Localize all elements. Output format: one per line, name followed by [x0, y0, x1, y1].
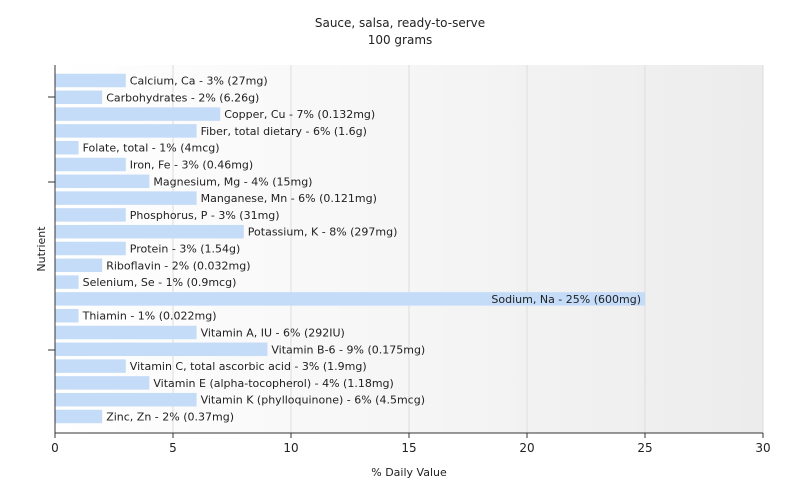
x-tick-label: 20 — [519, 441, 534, 455]
x-axis-title: % Daily Value — [371, 466, 447, 479]
bar — [55, 191, 197, 205]
bar — [55, 224, 244, 239]
bar — [55, 292, 645, 306]
y-axis-title: Nutrient — [35, 226, 48, 272]
bar-label: Vitamin C, total ascorbic acid - 3% (1.9… — [130, 360, 367, 373]
bar — [55, 409, 103, 424]
bar — [55, 174, 150, 189]
bar — [55, 325, 197, 340]
chart-title: Sauce, salsa, ready-to-serve — [315, 16, 485, 30]
bar — [55, 392, 197, 407]
x-tick-label: 25 — [637, 441, 652, 455]
x-tick-label: 30 — [755, 441, 770, 455]
bar-label: Zinc, Zn - 2% (0.37mg) — [106, 411, 234, 424]
bar-label: Iron, Fe - 3% (0.46mg) — [130, 159, 253, 172]
bars — [55, 73, 645, 424]
bar — [55, 140, 79, 155]
bar — [55, 342, 268, 357]
bar — [55, 258, 103, 273]
x-tick-label: 0 — [51, 441, 59, 455]
x-tick-label: 15 — [401, 441, 416, 455]
bar-label: Vitamin A, IU - 6% (292IU) — [201, 327, 345, 340]
bar-label: Copper, Cu - 7% (0.132mg) — [224, 108, 375, 121]
bar-label: Vitamin K (phylloquinone) - 6% (4.5mcg) — [201, 394, 425, 407]
bar — [55, 241, 126, 256]
bar-label: Potassium, K - 8% (297mg) — [248, 226, 398, 239]
chart-subtitle: 100 grams — [368, 33, 433, 47]
bar-label: Phosphorus, P - 3% (31mg) — [130, 209, 280, 222]
bar — [55, 308, 79, 323]
x-axis-ticks: 0 5 10 15 20 25 30 — [51, 433, 771, 455]
bar-label: Calcium, Ca - 3% (27mg) — [130, 75, 268, 88]
bar — [55, 90, 103, 105]
bar-label: Magnesium, Mg - 4% (15mg) — [153, 175, 312, 188]
bar — [55, 73, 126, 88]
bar-label: Thiamin - 1% (0.022mg) — [82, 310, 217, 323]
bar-label: Manganese, Mn - 6% (0.121mg) — [201, 192, 377, 205]
bar-label: Vitamin E (alpha-tocopherol) - 4% (1.18m… — [153, 377, 393, 390]
bar — [55, 157, 126, 172]
bar-label: Riboflavin - 2% (0.032mg) — [106, 259, 250, 272]
bar — [55, 208, 126, 222]
bar — [55, 275, 79, 289]
bar-labels: Calcium, Ca - 3% (27mg) Carbohydrates - 2… — [82, 75, 641, 424]
x-tick-label: 10 — [283, 441, 298, 455]
bar-label: Fiber, total dietary - 6% (1.6g) — [201, 125, 367, 138]
bar-label: Vitamin B-6 - 9% (0.175mg) — [271, 343, 425, 356]
bar-label: Sodium, Na - 25% (600mg) — [491, 293, 641, 306]
bar-label: Folate, total - 1% (4mcg) — [83, 142, 220, 155]
bar-label: Selenium, Se - 1% (0.9mcg) — [83, 276, 237, 289]
bar — [55, 107, 221, 121]
bar — [55, 359, 126, 373]
bar — [55, 124, 197, 138]
x-tick-label: 5 — [169, 441, 177, 455]
bar-label: Carbohydrates - 2% (6.26g) — [106, 91, 259, 104]
bar — [55, 376, 150, 390]
bar-label: Protein - 3% (1.54g) — [130, 243, 241, 256]
